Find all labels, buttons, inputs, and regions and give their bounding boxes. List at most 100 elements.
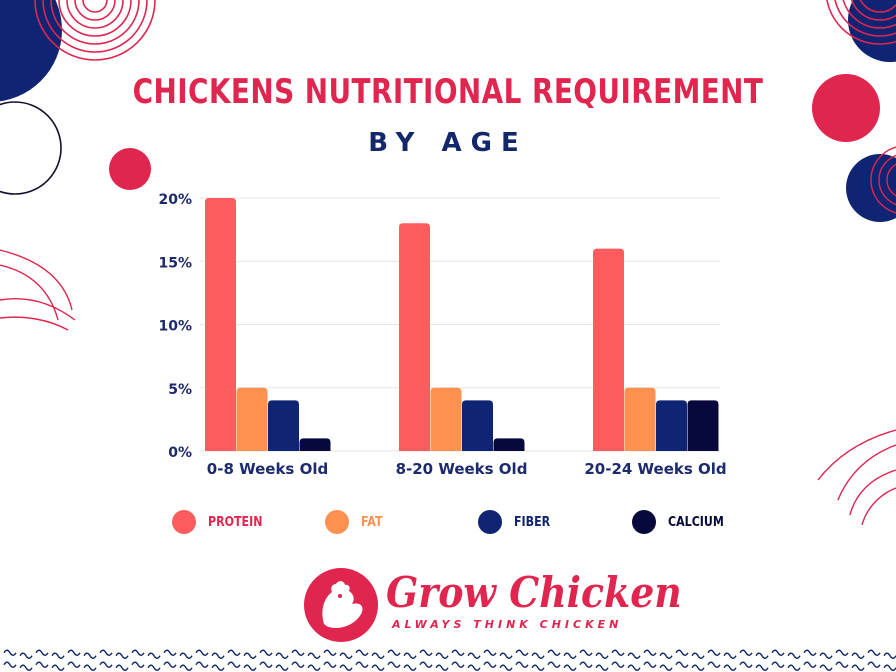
squiggle-decoration: [163, 649, 177, 656]
squiggle-decoration: [755, 652, 769, 659]
squiggle-decoration: [67, 649, 81, 656]
squiggle-decoration: [691, 664, 705, 671]
x-tick-label: 20-24 Weeks Old: [584, 460, 726, 478]
squiggle-decoration: [835, 649, 849, 656]
squiggle-decoration: [115, 652, 129, 659]
squiggle-decoration: [195, 661, 209, 668]
squiggle-decoration: [835, 661, 849, 668]
squiggle-decoration: [787, 652, 801, 659]
bar-fiber-1: [462, 400, 493, 451]
squiggle-decoration: [355, 649, 369, 656]
squiggle-decoration: [339, 664, 353, 671]
squiggle-decoration: [723, 664, 737, 671]
squiggle-decoration: [659, 652, 673, 659]
bar-fiber-0: [268, 400, 299, 451]
squiggle-decoration: [771, 661, 785, 668]
squiggle-decoration: [403, 664, 417, 671]
squiggle-decoration: [371, 664, 385, 671]
squiggle-decoration: [883, 664, 896, 671]
squiggle-decoration: [515, 649, 529, 656]
squiggle-decoration: [259, 661, 273, 668]
squiggle-decoration: [419, 649, 433, 656]
legend-label-fiber: FIBER: [514, 514, 551, 530]
squiggle-decoration: [211, 652, 225, 659]
legend-label-fat: FAT: [361, 514, 383, 530]
legend-item-protein: PROTEIN: [172, 508, 272, 536]
legend-swatch-protein: [172, 510, 196, 534]
squiggle-decoration: [627, 664, 641, 671]
logo-wordmark: Grow Chicken: [386, 568, 682, 617]
bar-fat-2: [624, 387, 656, 451]
squiggle-decoration: [499, 664, 513, 671]
squiggle-decoration: [739, 649, 753, 656]
squiggle-decoration: [19, 664, 33, 671]
squiggle-decoration: [35, 661, 49, 668]
squiggle-decoration: [739, 661, 753, 668]
squiggle-decoration: [691, 652, 705, 659]
squiggle-decoration: [707, 649, 721, 656]
squiggle-decoration: [531, 664, 545, 671]
squiggle-decoration: [803, 661, 817, 668]
y-tick-label: 10%: [158, 319, 192, 335]
chicken-logo-icon: [304, 568, 378, 642]
squiggle-decoration: [291, 661, 305, 668]
squiggle-decoration: [819, 664, 833, 671]
legend-item-fiber: FIBER: [478, 508, 557, 536]
squiggle-decoration: [435, 664, 449, 671]
bar-protein-1: [399, 223, 430, 451]
squiggle-decoration: [227, 649, 241, 656]
squiggle-decoration: [611, 661, 625, 668]
squiggle-decoration: [67, 661, 81, 668]
y-tick-label: 20%: [158, 192, 192, 208]
chart-subtitle: BY AGE: [368, 128, 528, 158]
squiggle-decoration: [83, 664, 97, 671]
y-tick-label: 5%: [168, 382, 192, 398]
y-tick-label: 15%: [158, 255, 192, 271]
squiggle-decoration: [723, 652, 737, 659]
squiggle-decoration: [163, 661, 177, 668]
x-tick-label: 8-20 Weeks Old: [396, 460, 528, 478]
squiggle-decoration: [675, 661, 689, 668]
squiggle-decoration: [131, 661, 145, 668]
squiggle-decoration: [611, 649, 625, 656]
squiggle-decoration: [675, 649, 689, 656]
squiggle-decoration: [323, 649, 337, 656]
legend-label-calcium: CALCIUM: [668, 514, 724, 530]
squiggle-decoration: [595, 652, 609, 659]
y-tick-label: 0%: [168, 445, 192, 461]
squiggle-decoration: [707, 661, 721, 668]
squiggle-decoration: [643, 649, 657, 656]
squiggle-decoration: [515, 661, 529, 668]
legend-swatch-fiber: [478, 510, 502, 534]
squiggle-decoration: [451, 661, 465, 668]
squiggle-decoration: [3, 661, 17, 668]
squiggle-decoration: [147, 664, 161, 671]
squiggle-decoration: [243, 664, 257, 671]
squiggle-decoration: [147, 652, 161, 659]
x-tick-label: 0-8 Weeks Old: [207, 460, 328, 478]
squiggle-decoration: [467, 664, 481, 671]
squiggle-decoration: [275, 652, 289, 659]
squiggle-decoration: [355, 661, 369, 668]
squiggle-decoration: [435, 652, 449, 659]
squiggle-decoration: [755, 664, 769, 671]
squiggle-decoration: [771, 649, 785, 656]
squiggle-decoration: [179, 652, 193, 659]
squiggle-decoration: [595, 664, 609, 671]
squiggle-decoration: [787, 664, 801, 671]
squiggle-decoration: [195, 649, 209, 656]
bar-protein-0: [205, 198, 236, 451]
squiggle-decoration: [531, 652, 545, 659]
squiggle-decoration: [259, 649, 273, 656]
squiggle-decoration: [803, 649, 817, 656]
squiggle-decoration: [83, 652, 97, 659]
legend-swatch-calcium: [632, 510, 656, 534]
squiggle-decoration: [483, 661, 497, 668]
squiggle-decoration: [883, 652, 896, 659]
squiggle-decoration: [35, 649, 49, 656]
squiggle-decoration: [659, 664, 673, 671]
squiggle-decoration: [419, 661, 433, 668]
squiggle-decoration: [387, 649, 401, 656]
